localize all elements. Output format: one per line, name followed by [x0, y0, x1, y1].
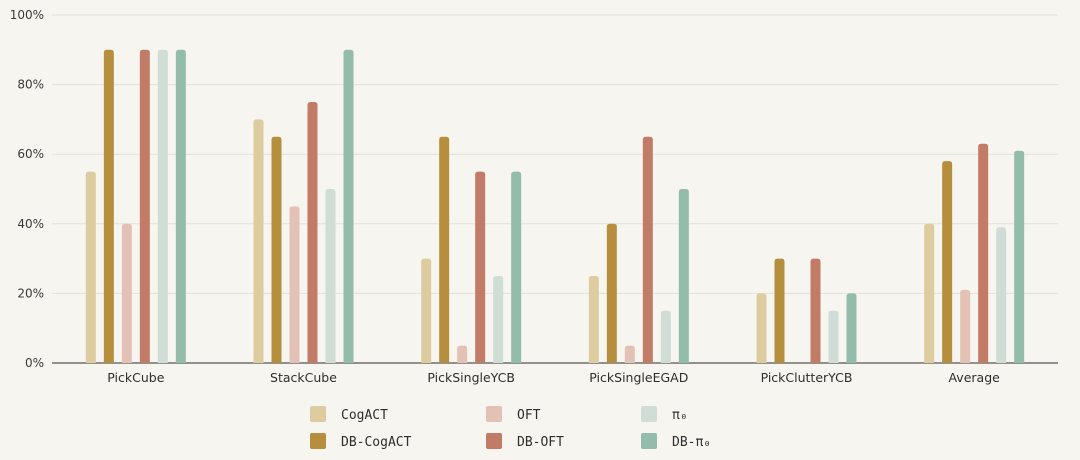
bar-db-oft-2: [475, 171, 486, 363]
bar-db--0: [175, 49, 186, 364]
bar-db-cogact-5: [942, 161, 953, 363]
bar---2: [493, 276, 504, 363]
bar-cogact-5: [924, 223, 935, 363]
y-tick-label: 80%: [17, 78, 44, 92]
bar---0: [157, 49, 168, 364]
y-tick-label: 60%: [17, 147, 44, 161]
bar---3: [660, 310, 671, 363]
legend-swatch: [641, 433, 657, 449]
bar-db-oft-4: [810, 258, 821, 363]
legend-label: DB-OFT: [517, 435, 564, 450]
legend-swatch: [486, 433, 502, 449]
legend-swatch: [310, 433, 326, 449]
x-tick-label: PickClutterYCB: [761, 370, 853, 385]
bar---5: [996, 227, 1007, 363]
bar-db-oft-5: [978, 143, 989, 363]
legend-swatch: [310, 406, 326, 422]
legend-swatch: [641, 406, 657, 422]
bar---1: [325, 189, 336, 363]
legend-label: DB-CogACT: [341, 435, 412, 450]
bar-db--4: [846, 293, 857, 363]
bar-db--1: [343, 49, 354, 364]
x-tick-label: Average: [948, 370, 1000, 385]
x-tick-label: PickSingleEGAD: [589, 370, 688, 385]
bar-cogact-2: [421, 258, 432, 363]
bar-db-cogact-4: [774, 258, 785, 363]
bar-db--3: [678, 189, 689, 363]
bar-db-cogact-1: [271, 136, 282, 363]
y-tick-label: 40%: [17, 217, 44, 231]
bar-db--2: [511, 171, 522, 363]
bar-cogact-1: [253, 119, 264, 364]
legend-label: DB-π₀: [672, 435, 711, 450]
bar-db-cogact-2: [439, 136, 450, 363]
y-tick-label: 20%: [17, 286, 44, 300]
bar-db-oft-1: [307, 102, 318, 363]
bar-cogact-0: [85, 171, 96, 363]
bar-oft-5: [960, 289, 971, 363]
x-tick-label: StackCube: [270, 370, 337, 385]
bar-cogact-3: [588, 276, 599, 363]
legend-label: π₀: [672, 408, 688, 423]
bar-db-oft-3: [642, 136, 653, 363]
bar-oft-0: [121, 223, 132, 363]
bar-oft-2: [457, 345, 468, 363]
legend-swatch: [486, 406, 502, 422]
legend-label: CogACT: [341, 408, 388, 423]
bar-cogact-4: [756, 293, 767, 363]
x-tick-label: PickSingleYCB: [427, 370, 515, 385]
bar-oft-3: [624, 345, 635, 363]
bar-db-cogact-0: [103, 49, 114, 364]
bar-db-oft-0: [139, 49, 150, 364]
bar-db--5: [1014, 150, 1025, 363]
legend-label: OFT: [517, 408, 541, 423]
y-tick-label: 100%: [10, 8, 44, 22]
bar-oft-1: [289, 206, 300, 363]
x-tick-label: PickCube: [107, 370, 164, 385]
y-tick-label: 0%: [25, 356, 44, 370]
bar---4: [828, 310, 839, 363]
bar-db-cogact-3: [606, 223, 617, 363]
